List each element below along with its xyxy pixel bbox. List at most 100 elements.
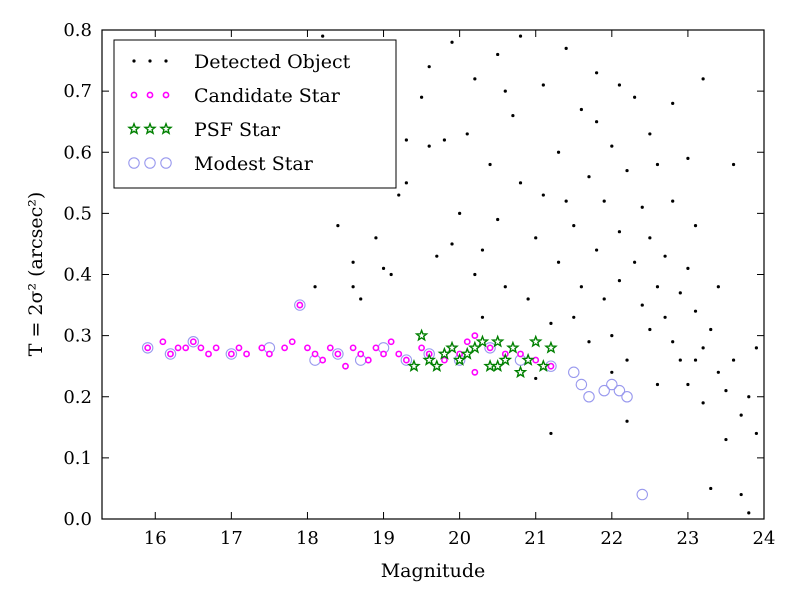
- legend-label-candidate-star: Candidate Star: [194, 85, 341, 107]
- candidate-star-point: [402, 356, 410, 364]
- psf-star-point: [536, 359, 551, 372]
- candidate-star-point: [334, 350, 342, 358]
- candidate-star-point: [296, 301, 304, 309]
- psf-star-point: [407, 359, 421, 372]
- y-tick-label: 0.4: [63, 265, 92, 286]
- detected-object-point: [686, 382, 690, 387]
- detected-object-point: [381, 266, 386, 270]
- detected-object-point: [640, 205, 644, 209]
- y-tick-label: 0.5: [63, 203, 92, 224]
- psf-star-point: [521, 352, 535, 366]
- modest-star-point: [484, 342, 496, 354]
- detected-object-point: [610, 370, 614, 374]
- modest-star-point: [294, 299, 306, 311]
- candidate-star-point: [212, 344, 220, 352]
- candidate-star-point: [235, 344, 243, 352]
- candidate-star-point: [387, 338, 395, 346]
- modest-star-point: [164, 348, 177, 360]
- detected-object-point: [731, 358, 736, 362]
- legend-label-psf-star: PSF Star: [194, 119, 281, 141]
- detected-object-point: [754, 346, 758, 350]
- detected-object-point: [625, 358, 629, 362]
- x-tick-label: 24: [753, 528, 776, 549]
- modest-star-point: [568, 366, 580, 379]
- detected-object-point: [693, 358, 698, 362]
- detected-object-point: [450, 242, 454, 246]
- detected-object-point: [556, 260, 561, 264]
- detected-object-point: [640, 303, 644, 307]
- modest-star-point: [598, 384, 610, 397]
- candidate-star-point: [167, 350, 174, 358]
- candidate-star-point: [266, 350, 273, 358]
- candidate-star-point: [441, 356, 448, 364]
- detected-object-point: [526, 297, 530, 301]
- y-tick-label: 0.7: [63, 81, 92, 102]
- candidate-star-point: [304, 344, 311, 352]
- y-tick-label: 0.6: [63, 142, 92, 163]
- detected-object-point: [724, 437, 728, 442]
- series-psf-star: [407, 328, 558, 379]
- detected-object-point: [701, 77, 705, 81]
- candidate-star-point: [227, 350, 235, 358]
- detected-object-point: [610, 144, 614, 148]
- detected-object-point: [686, 266, 690, 270]
- detected-object-point: [534, 376, 538, 381]
- detected-object-point: [473, 77, 477, 81]
- series-detected-object: [313, 34, 758, 515]
- modest-star-point: [575, 378, 588, 391]
- x-tick-label: 20: [448, 528, 471, 549]
- detected-object-point: [496, 217, 500, 222]
- candidate-star-point: [197, 344, 205, 352]
- detected-object-point: [541, 83, 545, 87]
- detected-object-point: [594, 248, 599, 252]
- legend-marker-modest-star: [144, 157, 156, 169]
- detected-object-point: [419, 95, 424, 99]
- detected-object-point: [693, 224, 698, 228]
- detected-object-point: [617, 83, 622, 87]
- detected-object-point: [648, 132, 652, 136]
- candidate-star-point: [311, 350, 319, 358]
- psf-star-point: [513, 365, 528, 379]
- candidate-star-point: [395, 350, 403, 358]
- candidate-star-point: [258, 344, 266, 352]
- modest-star-point: [225, 348, 238, 360]
- legend-marker-detected-object: [164, 59, 168, 63]
- detected-object-point: [442, 138, 447, 142]
- detected-object-point: [625, 419, 629, 423]
- candidate-star-point: [357, 350, 365, 358]
- detected-object-point: [549, 431, 553, 436]
- candidate-star-point: [547, 362, 555, 370]
- detected-object-point: [701, 401, 705, 405]
- detected-object-point: [739, 413, 743, 417]
- psf-star-point: [445, 340, 459, 354]
- detected-object-point: [564, 46, 568, 50]
- psf-star-point: [475, 334, 490, 348]
- detected-object-point: [625, 168, 629, 173]
- detected-object-point: [450, 40, 454, 44]
- modest-star-point: [583, 390, 595, 403]
- detected-object-point: [602, 297, 606, 301]
- detected-object-point: [541, 193, 545, 197]
- modest-star-point: [613, 384, 626, 397]
- psf-star-point: [506, 340, 520, 354]
- detected-object-point: [663, 315, 667, 319]
- detected-object-point: [359, 297, 363, 301]
- psf-star-point: [429, 359, 444, 372]
- detected-object-point: [655, 285, 660, 289]
- y-tick-label: 0.0: [63, 509, 92, 530]
- legend-marker-psf-star: [143, 121, 157, 135]
- detected-object-point: [435, 254, 439, 258]
- candidate-star-point: [326, 344, 334, 352]
- detected-object-point: [488, 162, 492, 167]
- candidate-star-point: [471, 332, 479, 340]
- detected-object-point: [336, 224, 340, 228]
- series-candidate-star: [144, 301, 555, 376]
- legend-marker-psf-star: [127, 121, 141, 135]
- detected-object-point: [594, 120, 599, 124]
- detected-object-point: [549, 321, 553, 325]
- detected-object-point: [747, 511, 751, 515]
- legend-label-modest-star: Modest Star: [194, 153, 314, 175]
- detected-object-point: [617, 230, 622, 234]
- detected-object-point: [480, 248, 485, 252]
